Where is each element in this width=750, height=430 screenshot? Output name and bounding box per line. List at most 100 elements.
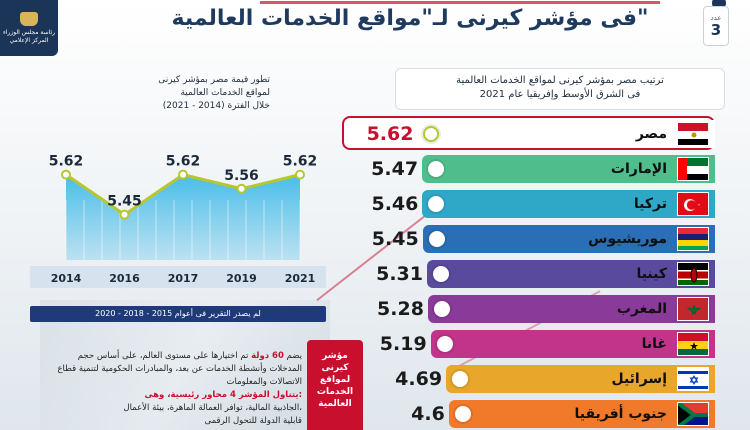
issue-badge: عدد 3 [703,6,729,46]
line-chart: 5.62 5.45 5.62 5.56 5.62 2014 2016 2017 2019 2021 [30,154,326,288]
kenya-flag-icon [677,262,709,286]
ranking-bar [427,295,715,323]
info-rest: تم اختيارها على مستوى العالم، على أساس ح… [77,351,249,361]
ranking-value: 5.28 [377,298,424,320]
country-name: تركيا [633,196,667,212]
index-side-note: مؤشر كيرنى لمواقع الخدمات العالمية [307,340,363,430]
data-point [178,169,188,180]
side-note-line: كيرنى [321,363,349,373]
ranking-bar [430,330,715,358]
ranking-bar [417,120,715,148]
ranking-row: 5.31 كينيا [340,260,715,288]
title-underline [260,0,660,4]
info-text: يضم 60 دولة تم اختيارها على مستوى العالم… [40,350,302,428]
country-name: مصر [635,126,667,142]
ranking-bar [422,190,715,218]
morocco-flag-icon [677,297,709,321]
data-label: 5.62 [49,154,84,170]
country-name: إسرائيل [611,371,667,387]
report-note: لم يصدر التقرير فى أعوام 2015 - 2018 - 2… [30,306,326,322]
ranking-marker-icon [452,371,469,387]
ranking-title-line: ترتيب مصر بمؤشر كيرنى لمواقع الخدمات الع… [456,75,664,86]
info-prefix: يضم [286,351,302,361]
info-line: يضم 60 دولة تم اختيارها على مستوى العالم… [40,350,302,363]
country-name: جنوب أفريقيا [574,406,667,422]
ranking-row: 5.28 المغرب [340,295,715,323]
chart-title: تطور قيمة مصر بمؤشر كيرنى لمواقع الخدمات… [90,74,270,113]
south-africa-flag-icon [677,402,709,426]
ghana-flag-icon [677,332,709,356]
ranking-row: 5.45 موريشيوس [340,225,715,253]
info-highlight: 60 دولة [251,351,284,361]
country-name: كينيا [636,266,667,282]
country-name: الإمارات [610,161,667,177]
data-point [236,183,247,194]
ranking-row: 5.47 الإمارات [340,155,715,183]
x-axis-band [30,266,326,288]
ranking-value: 5.31 [376,263,423,285]
ranking-row: 4.6 جنوب أفريقيا [340,400,715,428]
ranking-title: ترتيب مصر بمؤشر كيرنى لمواقع الخدمات الع… [395,68,725,110]
data-point [61,169,71,180]
eagle-emblem-icon [20,11,38,26]
ranking-title-line: فى الشرق الأوسط وإفريقيا عام 2021 [479,89,641,100]
x-tick-label: 2021 [285,272,316,285]
ranking-row: 5.19 غانا [340,330,715,358]
israel-flag-icon [677,367,709,391]
info-line: الجاذبية المالية، توافر العمالة الماهرة،… [123,403,302,413]
ranking-value: 5.62 [366,123,414,145]
side-note-line: العالمية [318,399,352,409]
mauritius-flag-icon [677,227,709,251]
side-note-line: مؤشر [322,351,348,361]
data-label: 5.56 [224,168,259,184]
x-tick-label: 2016 [109,272,140,285]
ranking-row: 5.46 تركيا [340,190,715,218]
country-name: موريشيوس [588,231,667,247]
ranking-value: 4.69 [395,368,443,390]
ranking-marker-icon [423,126,440,142]
ranking-row: 5.62 مصر [340,120,715,148]
info-line: الاتصالات والمعلومات [226,377,302,387]
page-title: فى مؤشر كيرنى لـ"مواقع الخدمات العالمية" [171,6,649,31]
data-label: 5.62 [283,154,318,170]
x-tick-label: 2019 [226,272,257,285]
ranking-value: 5.19 [379,333,427,355]
logo-line: المركز الإعلامي [9,36,49,44]
area-fill [66,174,300,260]
uae-flag-icon [677,157,709,181]
issue-prefix: عدد [710,14,722,22]
logo-line: رئاسة مجلس الوزراء [2,28,56,36]
ranking-bar [422,225,715,253]
ranking-marker-icon [433,266,449,282]
chart-title-line: تطور قيمة مصر بمؤشر كيرنى [158,75,270,85]
ranking-marker-icon [454,406,471,422]
data-point [119,209,130,220]
data-point [295,169,305,180]
issue-dot-icon [712,0,726,10]
country-name: المغرب [616,301,667,317]
cabinet-logo: رئاسة مجلس الوزراء المركز الإعلامي [0,0,58,56]
info-line: يتناول المؤشر 4 محاور رئيسية، وهى: [144,390,303,400]
ranking-bar [422,155,715,183]
ranking-marker-icon [433,301,450,317]
ranking-marker-icon [428,231,445,247]
side-note-line: لمواقع [319,375,351,385]
ranking-marker-icon [428,196,445,212]
ranking-value: 5.46 [371,193,419,215]
egypt-flag-icon [677,122,709,146]
ranking-row: 4.69 إسرائيل [340,365,715,393]
country-name: غانا [641,336,667,352]
ranking-bar [446,365,715,393]
side-note-line: الخدمات [316,387,354,397]
ranking-bar [427,260,715,288]
ranking-value: 5.45 [371,228,419,250]
ranking-marker-icon [428,161,445,177]
ranking-value: 4.6 [411,403,445,425]
ranking-value: 5.47 [371,158,419,180]
data-label: 5.45 [107,194,142,210]
ranking-marker-icon [436,336,453,352]
issue-number: 3 [710,21,722,39]
ranking-bar [448,400,715,428]
info-line: قابلية الدولة للتحول الرقمى [204,416,302,426]
turkey-flag-icon [677,192,709,216]
